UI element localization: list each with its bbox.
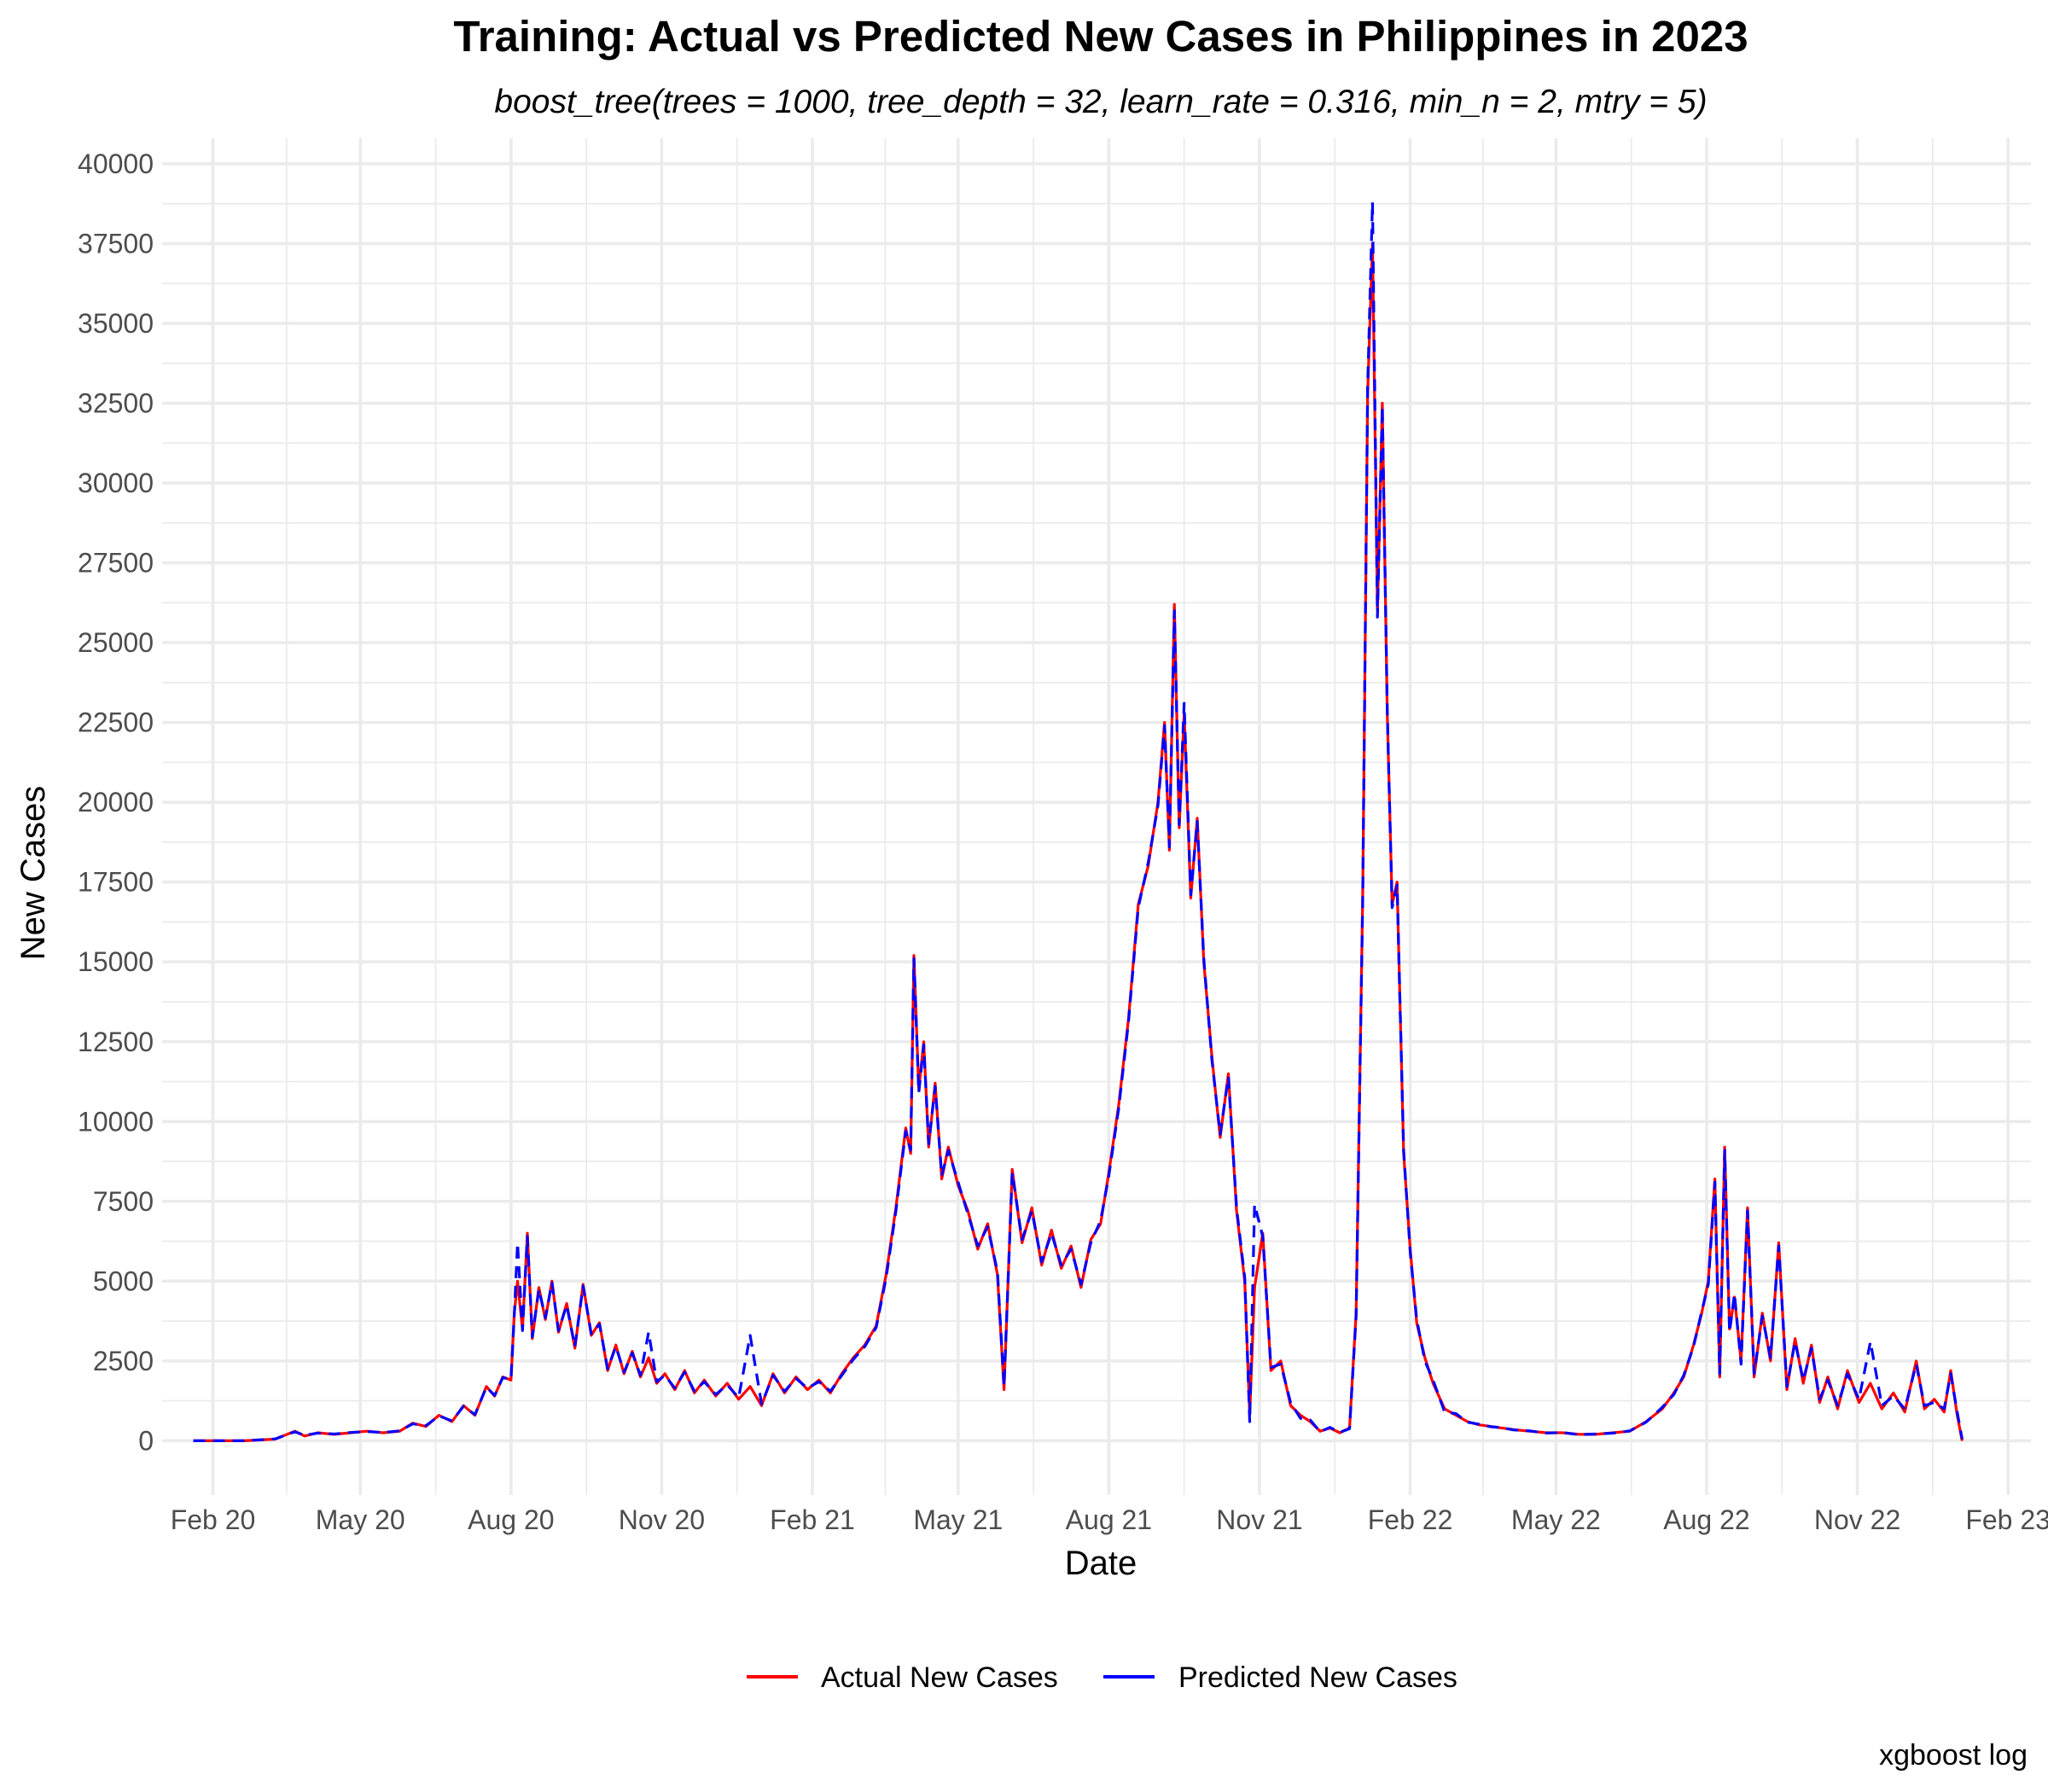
x-tick-label: Feb 23	[1965, 1504, 2048, 1535]
gridlines	[162, 138, 2031, 1495]
y-tick-label: 37500	[78, 228, 154, 259]
series-lines	[193, 201, 1964, 1443]
y-tick-label: 17500	[78, 867, 154, 898]
y-tick-label: 27500	[78, 548, 154, 579]
x-tick-label: Nov 21	[1216, 1504, 1302, 1535]
caption: xgboost log	[1879, 1739, 2028, 1772]
x-axis-title: Date	[1065, 1545, 1137, 1582]
y-tick-label: 2500	[93, 1346, 154, 1376]
y-axis-title: New Cases	[15, 786, 52, 961]
y-tick-label: 40000	[78, 148, 154, 179]
y-tick-label: 10000	[78, 1106, 154, 1137]
y-tick-label: 35000	[78, 308, 154, 339]
x-tick-label: Aug 20	[468, 1504, 554, 1535]
x-tick-label: Feb 22	[1368, 1504, 1453, 1535]
x-tick-label: Aug 22	[1663, 1504, 1749, 1535]
y-tick-label: 30000	[78, 468, 154, 498]
x-tick-label: Nov 20	[619, 1504, 705, 1535]
y-tick-label: 25000	[78, 627, 154, 658]
legend: Actual New Cases Predicted New Cases	[747, 1661, 1457, 1694]
y-tick-label: 20000	[78, 787, 154, 817]
x-tick-label: May 22	[1511, 1504, 1601, 1535]
series-line-1	[193, 201, 1964, 1443]
y-tick-label: 15000	[78, 946, 154, 977]
chart-title: Training: Actual vs Predicted New Cases …	[453, 12, 1748, 61]
y-tick-label: 32500	[78, 388, 154, 419]
y-tick-label: 12500	[78, 1027, 154, 1057]
y-tick-label: 7500	[93, 1186, 154, 1217]
x-tick-label: May 21	[913, 1504, 1003, 1535]
x-tick-label: Feb 21	[770, 1504, 855, 1535]
y-tick-label: 22500	[78, 707, 154, 738]
y-axis-ticks: 0 2500 5000 7500 10000 12500 15000 17500 20000 22…	[78, 148, 154, 1456]
x-tick-label: May 20	[316, 1504, 405, 1535]
x-tick-label: Aug 21	[1066, 1504, 1152, 1535]
legend-label-actual: Actual New Cases	[821, 1661, 1058, 1694]
x-tick-label: Nov 22	[1814, 1504, 1900, 1535]
x-axis-ticks: Feb 20 May 20 Aug 20 Nov 20 Feb 21 May 21 Aug …	[171, 1504, 2048, 1535]
y-tick-label: 5000	[93, 1265, 154, 1296]
y-tick-label: 0	[138, 1425, 154, 1456]
chart-subtitle: boost_tree(trees = 1000, tree_depth = 32…	[494, 84, 1707, 120]
legend-label-predicted: Predicted New Cases	[1178, 1661, 1457, 1694]
x-tick-label: Feb 20	[171, 1504, 256, 1535]
